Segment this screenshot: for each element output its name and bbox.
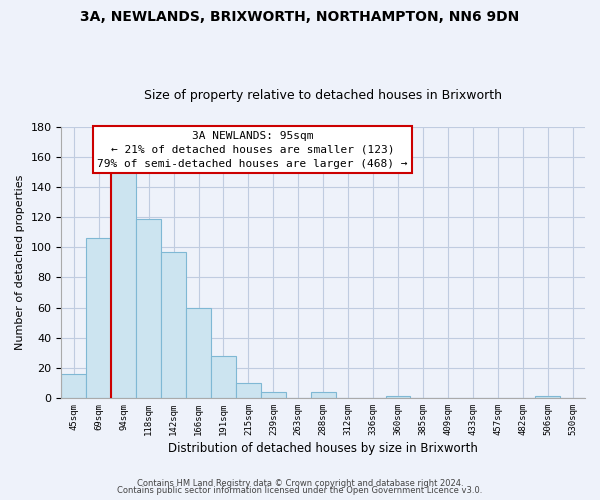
Bar: [161, 252, 186, 398]
X-axis label: Distribution of detached houses by size in Brixworth: Distribution of detached houses by size …: [168, 442, 478, 455]
Bar: [236, 383, 261, 398]
Bar: [311, 392, 335, 398]
Text: Contains public sector information licensed under the Open Government Licence v3: Contains public sector information licen…: [118, 486, 482, 495]
Text: Contains HM Land Registry data © Crown copyright and database right 2024.: Contains HM Land Registry data © Crown c…: [137, 478, 463, 488]
Y-axis label: Number of detached properties: Number of detached properties: [15, 174, 25, 350]
Bar: [111, 172, 136, 398]
Bar: [136, 218, 161, 398]
Bar: [211, 356, 236, 398]
Bar: [61, 374, 86, 398]
Bar: [261, 392, 286, 398]
Bar: [186, 308, 211, 398]
Text: 3A, NEWLANDS, BRIXWORTH, NORTHAMPTON, NN6 9DN: 3A, NEWLANDS, BRIXWORTH, NORTHAMPTON, NN…: [80, 10, 520, 24]
Bar: [386, 396, 410, 398]
Bar: [535, 396, 560, 398]
Title: Size of property relative to detached houses in Brixworth: Size of property relative to detached ho…: [144, 89, 502, 102]
Bar: [86, 238, 111, 398]
Text: 3A NEWLANDS: 95sqm
← 21% of detached houses are smaller (123)
79% of semi-detach: 3A NEWLANDS: 95sqm ← 21% of detached hou…: [97, 131, 408, 169]
